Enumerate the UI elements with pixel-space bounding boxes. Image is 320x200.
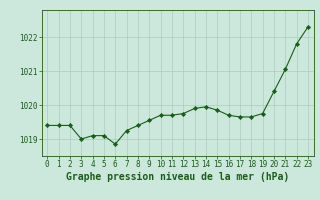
X-axis label: Graphe pression niveau de la mer (hPa): Graphe pression niveau de la mer (hPa) — [66, 172, 289, 182]
